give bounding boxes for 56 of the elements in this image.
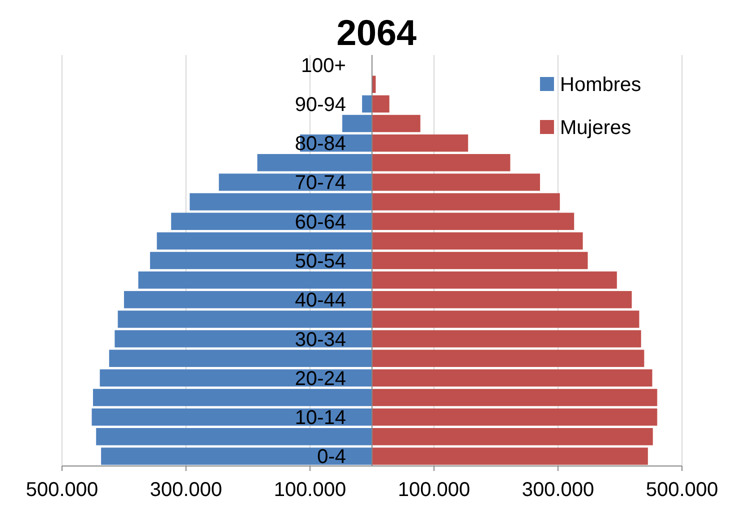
bar: [372, 212, 574, 230]
bar: [156, 232, 372, 250]
bar: [96, 428, 372, 446]
bar: [171, 212, 372, 230]
y-tick-label: 20-24: [294, 368, 346, 390]
bar: [372, 408, 658, 426]
bar: [372, 271, 617, 289]
y-tick-label: 100+: [300, 54, 346, 77]
bar: [150, 252, 372, 270]
bar: [101, 448, 372, 465]
bar: [372, 310, 640, 328]
bar: [124, 291, 372, 308]
bar: [372, 193, 560, 210]
legend-label: Mujeres: [560, 117, 632, 139]
bar: [372, 448, 648, 465]
bar: [257, 154, 372, 172]
bar: [93, 388, 372, 406]
legend-label: Hombres: [560, 74, 642, 96]
bar: [372, 134, 468, 152]
bar: [342, 114, 372, 132]
x-tick-label: 300.000: [150, 479, 222, 501]
x-tick-label: 500.000: [646, 479, 718, 501]
bar: [218, 174, 372, 191]
y-tick-label: 70-74: [294, 172, 346, 194]
bar: [372, 174, 540, 191]
bar: [372, 388, 658, 406]
x-tick-label: 300.000: [522, 479, 594, 501]
bar: [372, 330, 642, 348]
x-tick-label: 100.000: [398, 479, 470, 501]
bar: [372, 369, 652, 387]
bar: [109, 350, 372, 367]
bar: [372, 154, 510, 172]
bar: [372, 252, 588, 270]
chart-title: 2064: [336, 12, 417, 53]
bar: [100, 369, 372, 387]
bar: [372, 232, 583, 250]
y-tick-label: 10-14: [294, 407, 346, 430]
y-tick-label: 0-4: [317, 446, 346, 468]
bar: [372, 350, 644, 367]
y-tick-label: 40-44: [294, 290, 346, 312]
x-tick-label: 100.000: [274, 479, 346, 501]
y-tick-label: 90-94: [294, 94, 346, 116]
bar: [372, 428, 653, 446]
bar: [118, 310, 372, 328]
bar: [362, 95, 372, 113]
y-tick-label: 50-54: [294, 250, 346, 272]
y-tick-label: 60-64: [294, 211, 346, 234]
bar: [372, 291, 632, 308]
bar: [372, 95, 390, 113]
bar: [372, 114, 420, 132]
bar: [190, 193, 372, 210]
bar: [114, 330, 372, 348]
y-tick-label: 30-34: [294, 328, 346, 351]
x-tick-label: 500.000: [26, 479, 98, 501]
bar: [138, 271, 372, 289]
bar: [92, 408, 372, 426]
